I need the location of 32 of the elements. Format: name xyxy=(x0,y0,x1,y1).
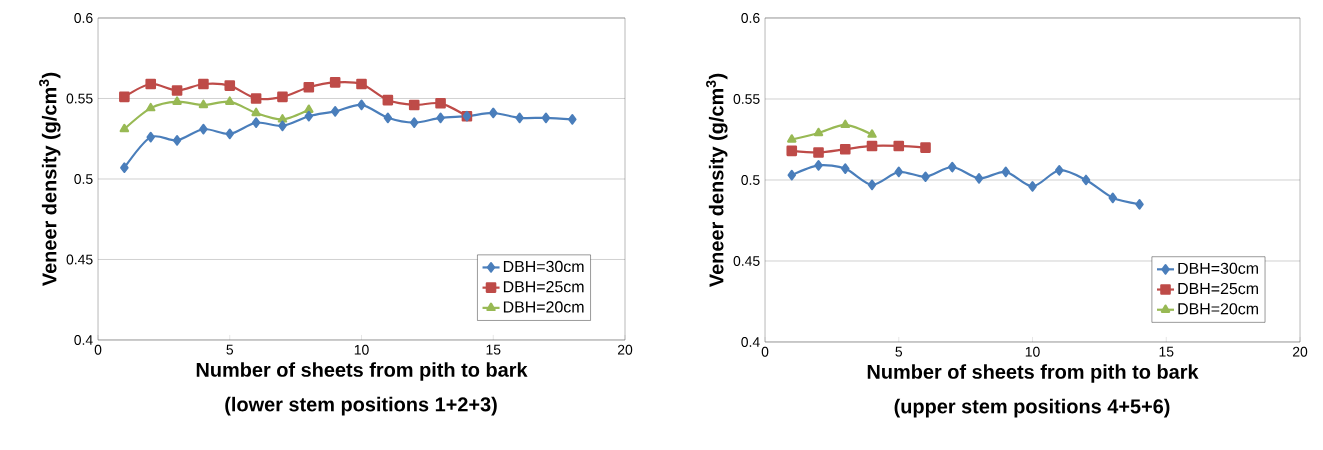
x-tick-label: 10 xyxy=(1025,346,1040,357)
x-tick-label: 10 xyxy=(354,344,369,355)
x-tick-label: 15 xyxy=(486,344,501,355)
legend-label: DBH=30cm xyxy=(503,260,584,273)
x-tick-label: 0 xyxy=(94,344,102,355)
text: (lower stem positions 1+2+3) xyxy=(225,396,497,416)
y-axis-title: Veneer density (g/cm$^{3}$) xyxy=(39,72,61,286)
y-tick-label: 0.45 xyxy=(733,256,760,266)
legend-label: DBH=25cm xyxy=(503,281,584,293)
y-tick-label: 0.6 xyxy=(741,13,760,23)
x-tick-label: 5 xyxy=(226,344,234,355)
legend-label: DBH=20cm xyxy=(503,301,584,313)
x-tick-label: 5 xyxy=(895,346,903,357)
x-tick-label: 15 xyxy=(1159,346,1174,357)
y-tick-label: 0.5 xyxy=(741,175,760,185)
y-axis-title: Veneer density (g/cm$^{3}$) xyxy=(706,73,728,287)
x-tick-label: 20 xyxy=(1292,346,1308,357)
y-tick-label: 0.5 xyxy=(74,174,93,184)
y-tick-label: 0.45 xyxy=(66,254,93,265)
y-tick-label: 0.6 xyxy=(74,13,93,23)
x-axis-title: Number of sheets from pith to bark xyxy=(867,364,1199,383)
text: (upper stem positions 4+5+6) xyxy=(894,398,1170,418)
y-tick-label: 0.4 xyxy=(74,335,93,345)
x-tick-label: 0 xyxy=(761,346,769,357)
x-axis-title: Number of sheets from pith to bark xyxy=(196,362,528,381)
legend-label: DBH=20cm xyxy=(1178,303,1258,315)
y-tick-label: 0.55 xyxy=(733,94,760,104)
x-tick-label: 20 xyxy=(617,344,633,355)
y-tick-label: 0.4 xyxy=(741,337,760,347)
y-tick-label: 0.55 xyxy=(66,93,93,104)
legend-label: DBH=25cm xyxy=(1178,282,1258,295)
legend-label: DBH=30cm xyxy=(1178,262,1258,274)
